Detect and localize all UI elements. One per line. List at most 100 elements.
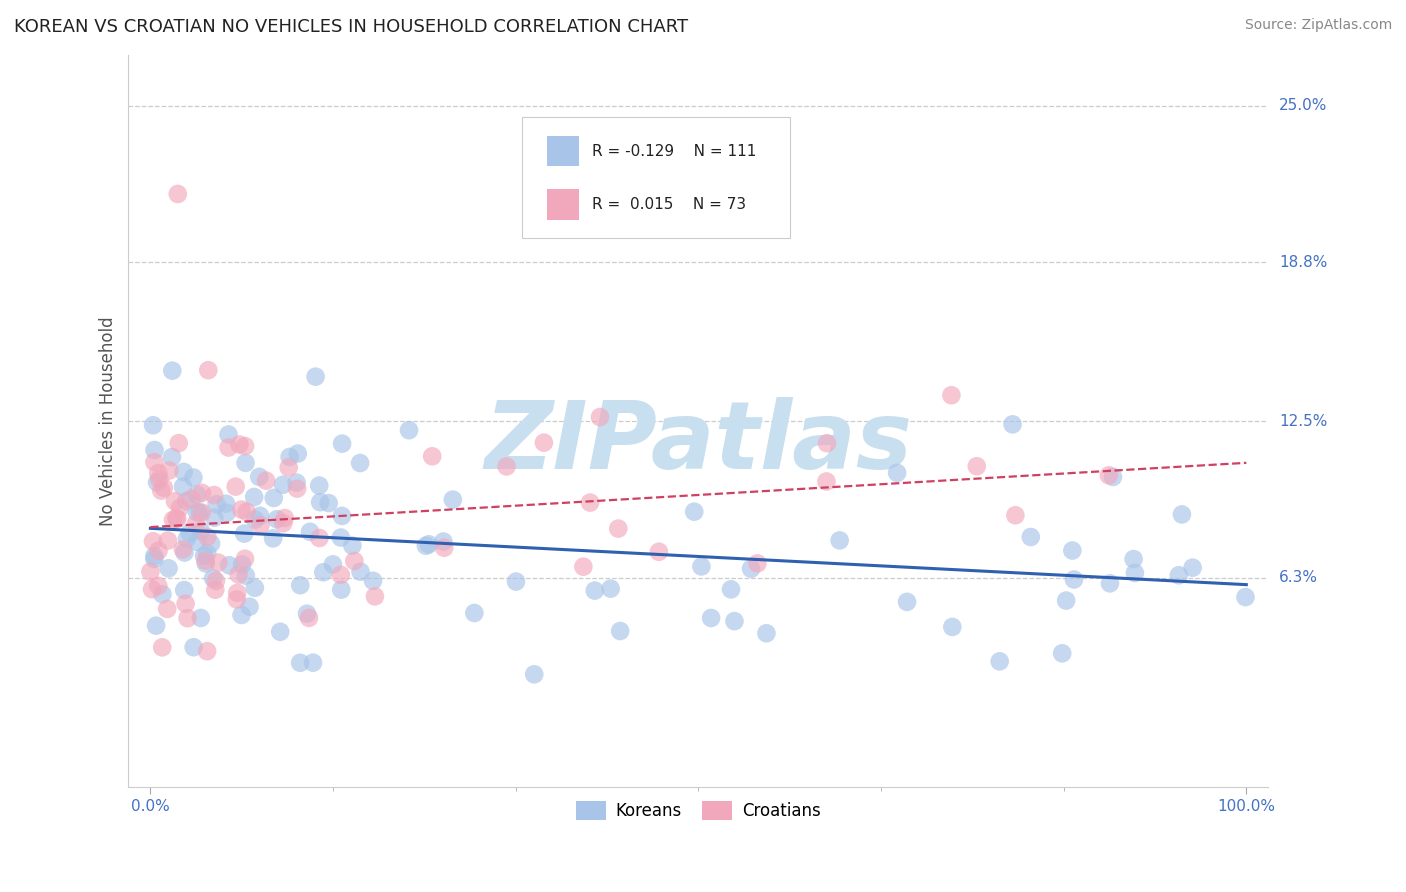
Text: 12.5%: 12.5% [1279,414,1327,429]
Point [285,475,308,490]
Point [330,582,353,597]
Point [364,590,387,604]
Point [309,495,332,509]
Point [156,533,179,548]
Point [218,558,240,573]
Point [1234,590,1257,604]
Point [173,465,195,479]
Point [433,541,456,555]
Point [191,506,214,520]
Point [1102,470,1125,484]
Point [207,556,229,570]
Point [190,611,212,625]
Point [269,624,291,639]
Text: 25.0%: 25.0% [1279,98,1327,113]
Point [1167,568,1189,582]
Point [174,494,197,508]
Point [165,511,187,525]
Point [941,620,963,634]
Point [150,640,173,655]
Point [215,506,238,520]
Point [148,543,170,558]
Point [290,656,312,670]
Point [572,559,595,574]
Point [720,582,742,597]
Point [226,586,249,600]
Point [1098,468,1121,483]
Point [277,460,299,475]
Point [523,667,546,681]
Point [205,574,228,588]
Point [202,488,225,502]
Point [683,505,706,519]
Point [330,436,353,450]
Point [225,480,247,494]
Point [169,500,191,515]
Point [290,578,312,592]
Point [143,552,166,566]
Point [162,364,184,378]
Point [755,626,778,640]
Point [941,388,963,402]
Point [143,455,166,469]
Point [418,537,440,551]
Point [1098,576,1121,591]
Point [167,436,190,450]
Text: R =  0.015    N = 73: R = 0.015 N = 73 [592,197,747,212]
Point [690,559,713,574]
Point [349,565,371,579]
Point [495,459,517,474]
Point [1123,566,1146,580]
Point [285,482,308,496]
Text: 6.3%: 6.3% [1279,570,1319,585]
Point [318,496,340,510]
Point [1181,560,1204,574]
Point [231,607,253,622]
Point [700,611,723,625]
Point [233,551,256,566]
Point [174,597,197,611]
Text: Source: ZipAtlas.com: Source: ZipAtlas.com [1244,18,1392,32]
Point [194,554,217,568]
Point [202,510,225,524]
Point [271,477,294,491]
Point [195,644,218,658]
Point [150,483,173,498]
Point [249,518,271,533]
Point [308,478,330,492]
Point [194,557,217,571]
Point [142,418,165,433]
Point [263,491,285,505]
Point [143,549,166,563]
Point [157,561,180,575]
Point [304,369,326,384]
Point [195,530,218,544]
Point [579,495,602,509]
Point [607,522,630,536]
Text: 18.8%: 18.8% [1279,254,1327,269]
Point [180,491,202,506]
Point [205,497,228,511]
Point [329,531,352,545]
Point [322,558,344,572]
Point [420,450,443,464]
Point [1050,646,1073,660]
Point [162,513,184,527]
Point [166,186,188,201]
Point [200,536,222,550]
Point [1019,530,1042,544]
Point [349,456,371,470]
Point [533,435,555,450]
Point [183,470,205,484]
Point [156,602,179,616]
Point [287,446,309,460]
Point [609,624,631,638]
Point [896,595,918,609]
Point [1054,593,1077,607]
Point [148,472,170,486]
Point [218,441,240,455]
Point [330,508,353,523]
Point [172,479,194,493]
Point [342,539,364,553]
FancyBboxPatch shape [522,118,790,238]
